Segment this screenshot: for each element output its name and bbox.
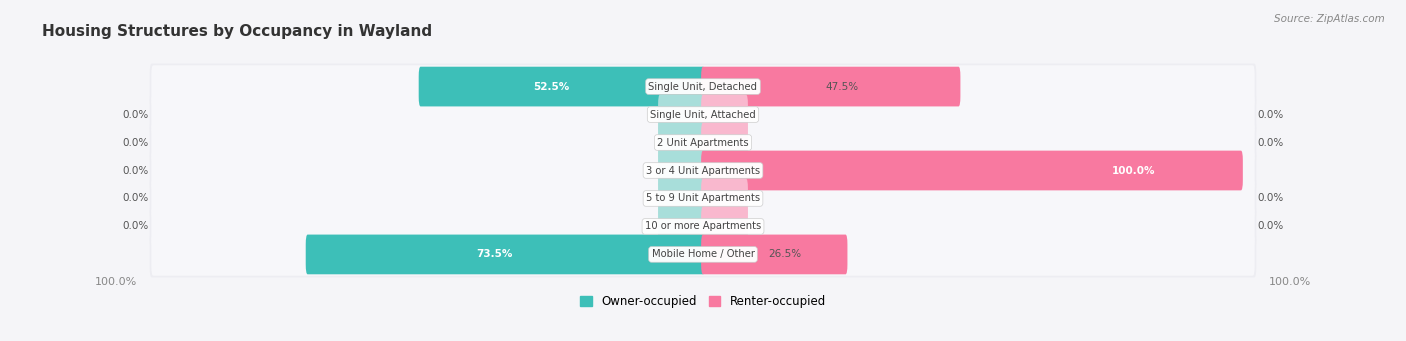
FancyBboxPatch shape xyxy=(305,235,704,274)
Text: 0.0%: 0.0% xyxy=(122,109,149,120)
Text: 2 Unit Apartments: 2 Unit Apartments xyxy=(657,137,749,148)
FancyBboxPatch shape xyxy=(149,120,1257,165)
Text: 26.5%: 26.5% xyxy=(769,249,801,260)
FancyBboxPatch shape xyxy=(149,64,1257,109)
Text: 0.0%: 0.0% xyxy=(1257,137,1284,148)
Text: Housing Structures by Occupancy in Wayland: Housing Structures by Occupancy in Wayla… xyxy=(42,24,432,39)
FancyBboxPatch shape xyxy=(149,204,1257,249)
Text: 100.0%: 100.0% xyxy=(1112,165,1156,176)
FancyBboxPatch shape xyxy=(702,207,748,246)
FancyBboxPatch shape xyxy=(149,176,1257,221)
Text: 0.0%: 0.0% xyxy=(1257,221,1284,232)
FancyBboxPatch shape xyxy=(149,148,1257,193)
Text: Mobile Home / Other: Mobile Home / Other xyxy=(651,249,755,260)
FancyBboxPatch shape xyxy=(152,93,1254,136)
Text: Single Unit, Attached: Single Unit, Attached xyxy=(650,109,756,120)
FancyBboxPatch shape xyxy=(149,92,1257,137)
FancyBboxPatch shape xyxy=(149,232,1257,277)
Text: Source: ZipAtlas.com: Source: ZipAtlas.com xyxy=(1274,14,1385,24)
FancyBboxPatch shape xyxy=(152,233,1254,276)
FancyBboxPatch shape xyxy=(658,179,704,218)
FancyBboxPatch shape xyxy=(658,151,704,190)
FancyBboxPatch shape xyxy=(419,67,704,106)
FancyBboxPatch shape xyxy=(702,67,960,106)
FancyBboxPatch shape xyxy=(152,177,1254,220)
Text: 0.0%: 0.0% xyxy=(122,137,149,148)
Text: Single Unit, Detached: Single Unit, Detached xyxy=(648,81,758,92)
Legend: Owner-occupied, Renter-occupied: Owner-occupied, Renter-occupied xyxy=(575,291,831,313)
Text: 0.0%: 0.0% xyxy=(122,165,149,176)
Text: 0.0%: 0.0% xyxy=(1257,193,1284,204)
Text: 5 to 9 Unit Apartments: 5 to 9 Unit Apartments xyxy=(645,193,761,204)
FancyBboxPatch shape xyxy=(152,121,1254,164)
Text: 52.5%: 52.5% xyxy=(533,81,569,92)
Text: 100.0%: 100.0% xyxy=(96,277,138,287)
Text: 100.0%: 100.0% xyxy=(1268,277,1310,287)
FancyBboxPatch shape xyxy=(658,207,704,246)
Text: 3 or 4 Unit Apartments: 3 or 4 Unit Apartments xyxy=(645,165,761,176)
Text: 73.5%: 73.5% xyxy=(477,249,513,260)
FancyBboxPatch shape xyxy=(658,95,704,134)
FancyBboxPatch shape xyxy=(152,65,1254,108)
FancyBboxPatch shape xyxy=(702,151,1243,190)
Text: 47.5%: 47.5% xyxy=(825,81,858,92)
FancyBboxPatch shape xyxy=(702,95,748,134)
FancyBboxPatch shape xyxy=(702,123,748,162)
Text: 0.0%: 0.0% xyxy=(122,193,149,204)
Text: 10 or more Apartments: 10 or more Apartments xyxy=(645,221,761,232)
Text: 0.0%: 0.0% xyxy=(1257,109,1284,120)
Text: 0.0%: 0.0% xyxy=(122,221,149,232)
FancyBboxPatch shape xyxy=(702,179,748,218)
FancyBboxPatch shape xyxy=(152,205,1254,248)
FancyBboxPatch shape xyxy=(702,235,848,274)
FancyBboxPatch shape xyxy=(658,123,704,162)
FancyBboxPatch shape xyxy=(152,149,1254,192)
